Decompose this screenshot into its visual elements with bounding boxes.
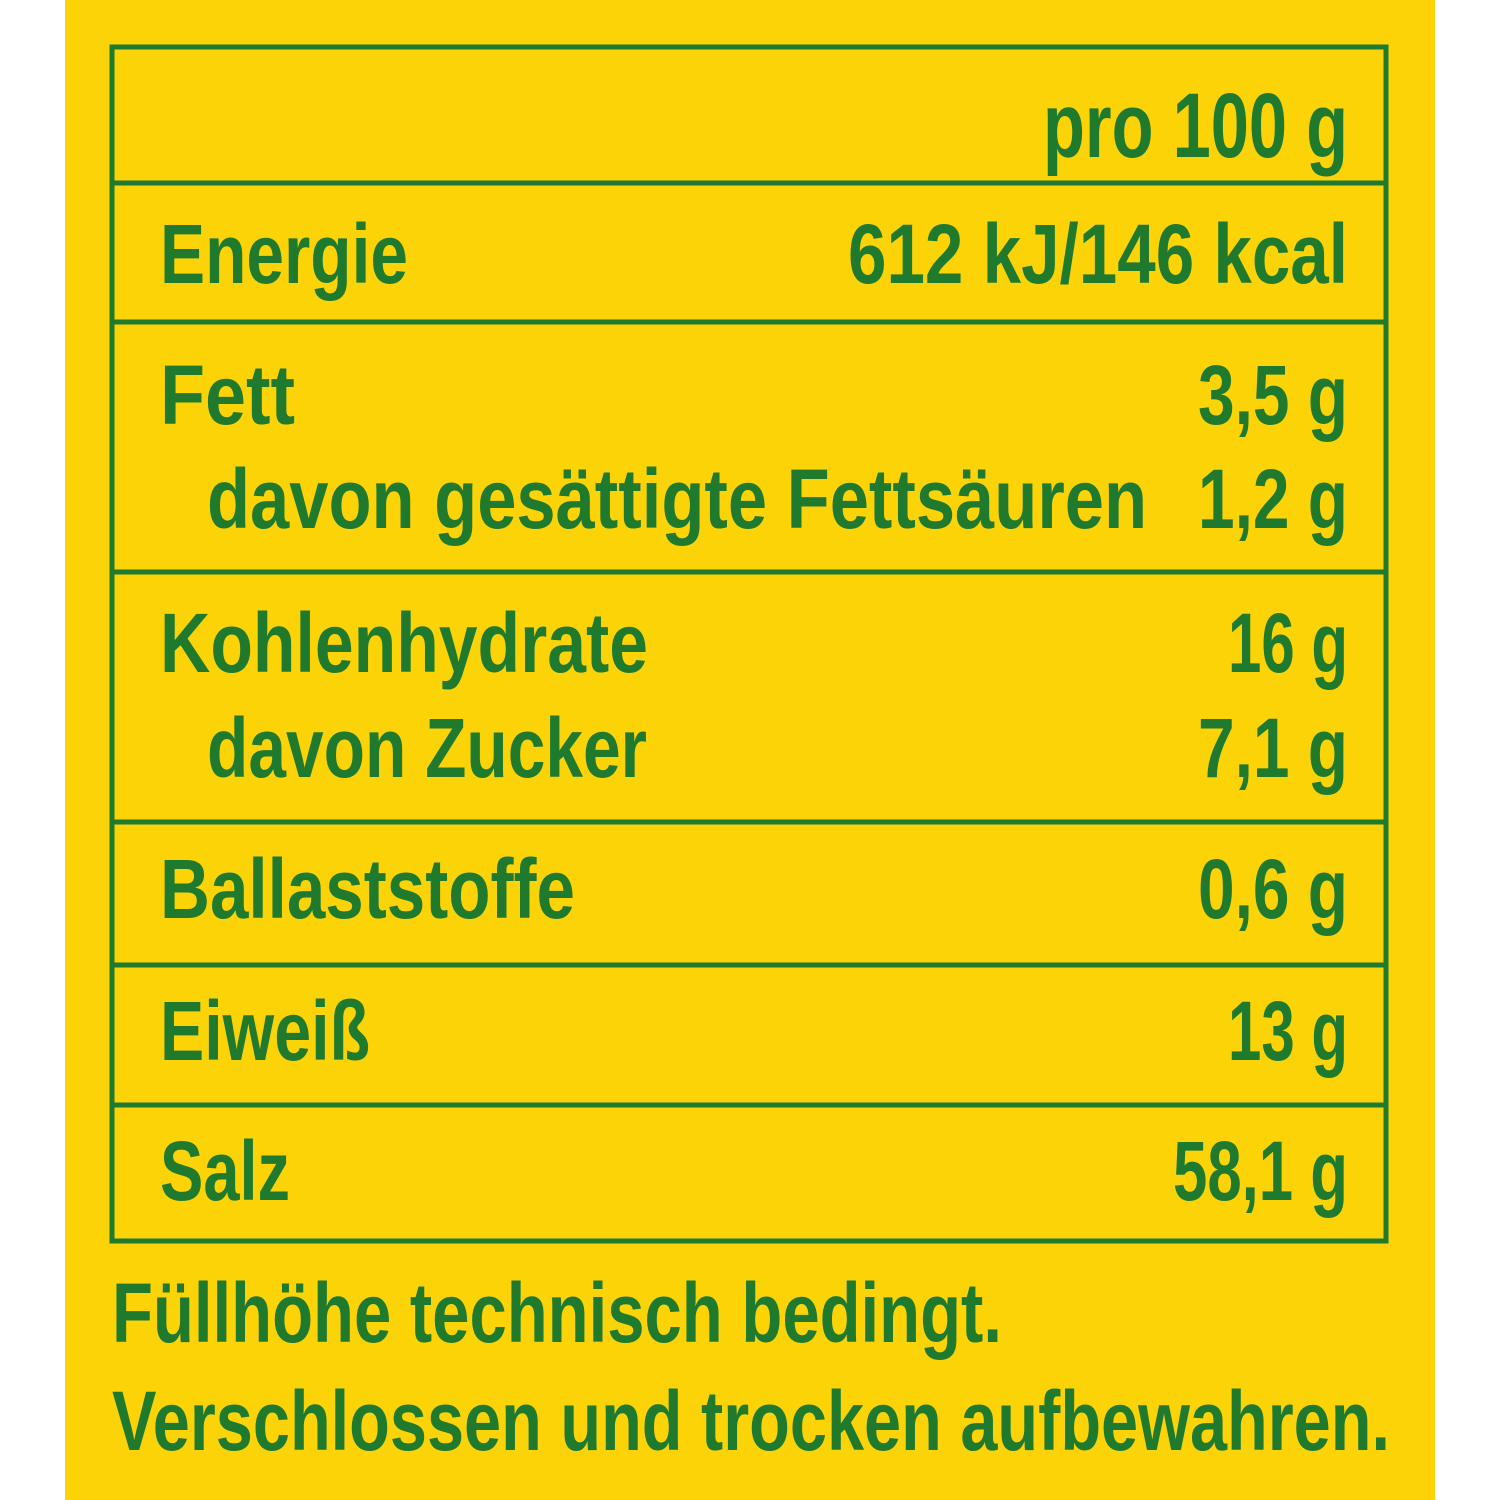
nutrient-label: Eiweiß <box>160 984 370 1078</box>
footer-note: Verschlossen und trocken aufbewahren. <box>112 1374 1390 1468</box>
nutrient-value: 13 g <box>1228 984 1348 1078</box>
nutrient-value: 0,6 g <box>1198 842 1348 936</box>
nutrient-label: Kohlenhydrate <box>160 596 648 690</box>
nutrient-label: Fett <box>160 348 295 442</box>
nutrient-value: 16 g <box>1228 596 1348 690</box>
table-border <box>109 44 1389 1244</box>
nutrient-label: Salz <box>160 1124 290 1218</box>
sub-nutrient-label: davon Zucker <box>207 701 647 795</box>
nutrient-value: 3,5 g <box>1198 348 1348 442</box>
sub-nutrient-label: davon gesättigte Fettsäuren <box>207 452 1147 546</box>
nutrient-value: 1,2 g <box>1198 452 1348 546</box>
footer-note: Füllhöhe technisch bedingt. <box>112 1266 1002 1360</box>
label-background <box>65 0 1435 1500</box>
nutrient-label: Energie <box>160 207 408 301</box>
table-header: pro 100 g <box>1043 75 1348 177</box>
nutrient-value: 612 kJ/146 kcal <box>848 207 1348 301</box>
nutrient-value: 7,1 g <box>1198 701 1348 795</box>
nutrient-value: 58,1 g <box>1173 1124 1348 1218</box>
nutrient-label: Ballaststoffe <box>160 842 575 936</box>
